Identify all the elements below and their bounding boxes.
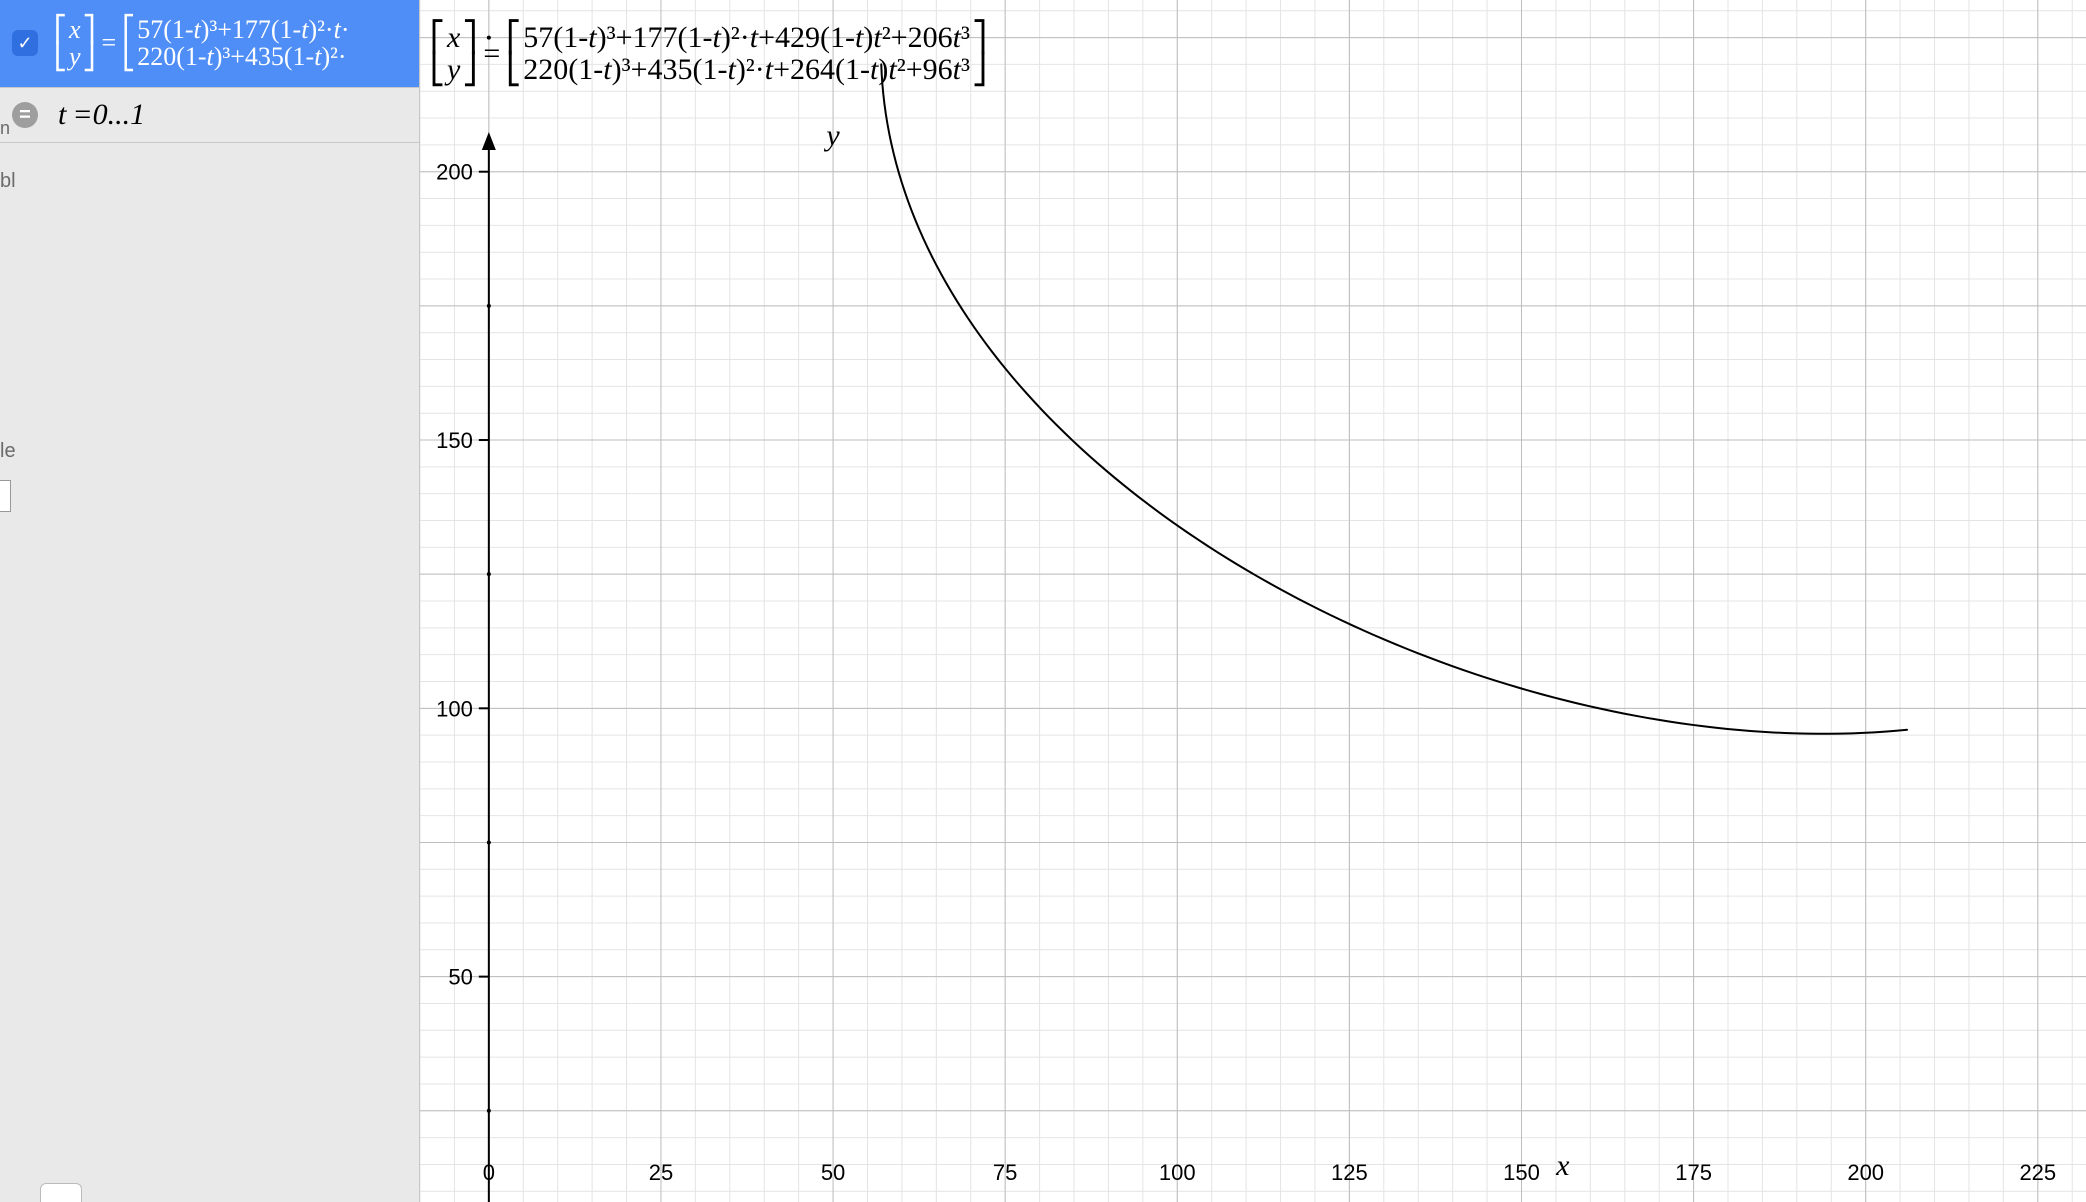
vec-rhs-bottom: 220(1-t)³+435(1-t)²· [137, 43, 349, 70]
x-tick-label: 125 [1331, 1160, 1368, 1185]
expression-sidebar: ✓ ⎡⎣ x y ⎤⎦ = ⎡⎣ 57(1-t)³+177(1-t)²·t· 2 [0, 0, 420, 1202]
exp-vec-x: x [447, 22, 460, 54]
equals-icon: = [12, 102, 38, 128]
y-tick-label: 200 [436, 160, 473, 185]
edge-crumb-le: le [0, 440, 16, 463]
x-tick-label: 150 [1503, 1160, 1540, 1185]
expression-row-1[interactable]: ✓ ⎡⎣ x y ⎤⎦ = ⎡⎣ 57(1-t)³+177(1-t)²·t· 2 [0, 0, 419, 88]
x-axis-ticks: 0 25 50 75 100 125 150 175 200 225 [483, 1160, 2056, 1185]
vec-y: y [69, 43, 81, 70]
graph-area[interactable]: 501001502000255075100125150175200225yx [420, 0, 2086, 1202]
exp-rhs-top: 57(1-t)³+177(1-t)²·t+429(1-t)t²+206t³ [523, 22, 970, 54]
x-tick-label: 100 [1159, 1160, 1196, 1185]
y-axis-arrowhead [482, 132, 496, 150]
x-tick-label: 25 [649, 1160, 673, 1185]
edge-crumb-bl: bl [0, 170, 16, 193]
y-tick-label: 50 [448, 965, 472, 990]
minor-grid [420, 0, 2086, 1202]
graph-svg[interactable]: 501001502000255075100125150175200225yx [420, 0, 2086, 1202]
equals-sign: = [102, 28, 117, 58]
domain-text[interactable]: t=0...1 [50, 88, 419, 142]
y-tick-label: 150 [436, 428, 473, 453]
x-tick-label: 175 [1675, 1160, 1712, 1185]
exp-vec-y: y [447, 54, 460, 86]
expression-visibility-toggle[interactable]: ✓ [0, 30, 50, 56]
exp-equals: = [483, 37, 500, 71]
vec-rhs-top: 57(1-t)³+177(1-t)²·t· [137, 16, 349, 43]
edge-box [0, 480, 11, 512]
check-icon: ✓ [12, 30, 38, 56]
x-axis-label: x [1555, 1149, 1570, 1182]
x-tick-label: 0 [483, 1160, 495, 1185]
x-tick-label: 75 [993, 1160, 1017, 1185]
expanded-expression-tooltip: ⎡⎣ x y ⎤⎦ = ⎡⎣ 57(1-t)³+177(1-t)²·t+429(… [430, 22, 987, 85]
x-tick-label: 200 [1847, 1160, 1884, 1185]
expression-row-2[interactable]: = t=0...1 [0, 88, 419, 143]
expression-content[interactable]: ⎡⎣ x y ⎤⎦ = ⎡⎣ 57(1-t)³+177(1-t)²·t· 220… [50, 6, 419, 81]
x-tick-label: 50 [821, 1160, 845, 1185]
x-tick-label: 225 [2019, 1160, 2056, 1185]
vec-x: x [69, 16, 81, 43]
footer-tab[interactable] [40, 1183, 82, 1202]
y-axis-label: y [823, 119, 840, 152]
parametric-curve[interactable] [881, 64, 1907, 733]
y-tick-label: 100 [436, 696, 473, 721]
edge-crumb-m: n [0, 118, 10, 139]
exp-rhs-bottom: 220(1-t)³+435(1-t)²·t+264(1-t)t²+96t³ [523, 54, 970, 86]
